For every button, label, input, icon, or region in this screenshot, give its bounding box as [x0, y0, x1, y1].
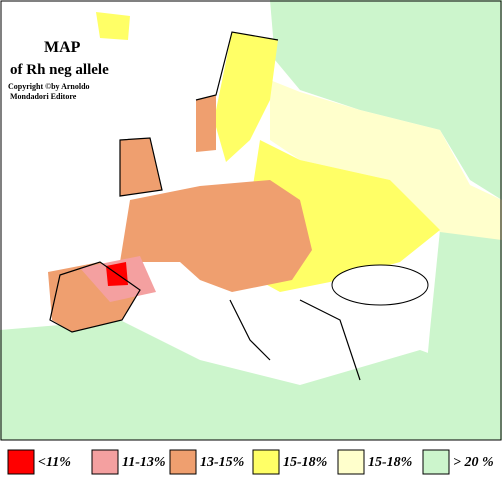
regions [0, 0, 502, 440]
legend-swatch [422, 449, 450, 475]
legend-swatch [337, 449, 365, 475]
region [270, 80, 502, 240]
legend-label: 11-13% [122, 455, 166, 470]
legend-swatch [169, 449, 197, 475]
legend-label: 15-18% [283, 455, 327, 470]
legend: <11% 11-13% 13-15% 15-18% 15-18% > 20 % [7, 449, 494, 475]
black-sea [331, 264, 429, 306]
copyright: Mondadori Editore [10, 92, 77, 101]
legend-swatch [91, 449, 119, 475]
copyright: Copyright ©by Arnoldo [8, 82, 90, 91]
legend-label: > 20 % [453, 455, 494, 470]
legend-swatch [7, 449, 35, 475]
region [196, 95, 216, 152]
legend-swatch [252, 449, 280, 475]
legend-label: 15-18% [368, 455, 412, 470]
region [120, 180, 312, 292]
coastline [49, 31, 361, 381]
map-subtitle: of Rh neg allele [10, 62, 109, 78]
map-frame [0, 0, 502, 441]
legend-label: <11% [38, 455, 71, 470]
region [96, 12, 130, 40]
region [0, 320, 502, 440]
region [120, 138, 162, 196]
region [270, 0, 502, 200]
region [214, 32, 278, 162]
legend-label: 13-15% [200, 455, 244, 470]
map-title: MAP [44, 39, 81, 56]
